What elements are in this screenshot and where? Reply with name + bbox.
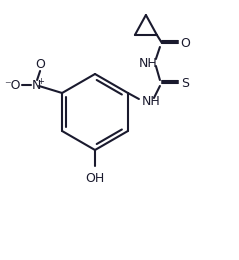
- Text: +: +: [38, 76, 44, 86]
- Text: ⁻O: ⁻O: [4, 79, 20, 92]
- Text: NH: NH: [139, 56, 157, 69]
- Text: NH: NH: [142, 94, 161, 107]
- Text: O: O: [180, 36, 190, 49]
- Text: N: N: [31, 79, 41, 92]
- Text: OH: OH: [85, 172, 105, 185]
- Text: O: O: [35, 57, 45, 70]
- Text: S: S: [181, 76, 189, 89]
